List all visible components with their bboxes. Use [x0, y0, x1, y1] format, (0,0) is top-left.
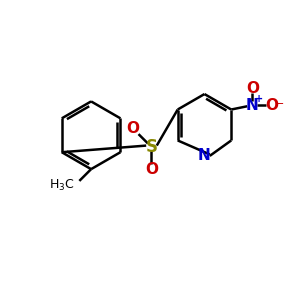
Text: O: O [145, 162, 158, 177]
Text: O: O [265, 98, 278, 112]
Text: O: O [127, 121, 140, 136]
Text: N: N [246, 98, 259, 112]
Text: −: − [275, 99, 284, 109]
Text: O: O [246, 80, 259, 95]
Text: N: N [198, 148, 211, 164]
Text: H$_3$C: H$_3$C [50, 178, 75, 193]
Text: +: + [255, 94, 263, 103]
Text: S: S [146, 138, 158, 156]
